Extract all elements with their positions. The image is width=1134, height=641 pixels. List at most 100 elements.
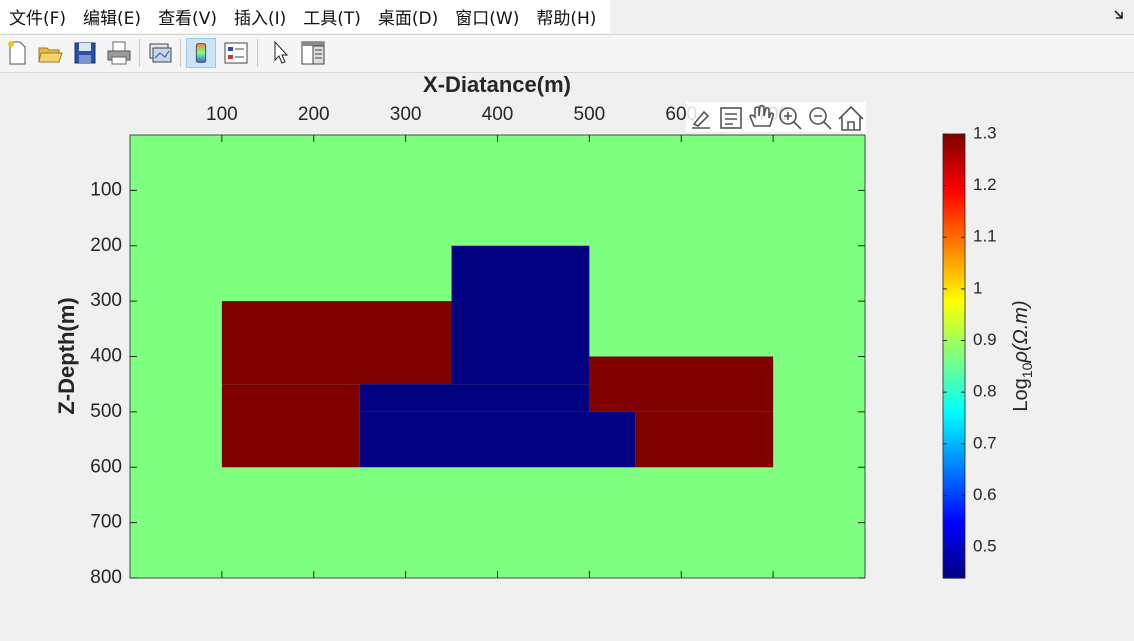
colorbar-swatch [943,303,965,309]
y-tick-label: 800 [90,567,122,588]
print-button[interactable] [104,38,134,68]
edit-plot-button[interactable] [265,38,295,68]
colorbar-swatch [943,179,965,184]
zoom-out-button[interactable] [809,107,832,130]
export-button[interactable] [692,110,710,129]
colorbar-swatch [943,442,965,447]
link-plot-button[interactable] [145,38,175,68]
colorbar-swatch [943,286,965,291]
x-tick-label: 500 [574,104,606,125]
colorbar-swatch [943,283,965,288]
colorbar-swatch [943,272,965,277]
colorbar-swatch [943,182,965,187]
colorbar-swatch [943,186,965,191]
colorbar-swatch [943,293,965,298]
colorbar-swatch [943,401,965,406]
colorbar-swatch [943,418,965,423]
colorbar-swatch [943,144,965,149]
axes-toolbar-bg [686,102,866,132]
open-button[interactable] [35,38,65,68]
colorbar-label: Log10ρ(Ω.m) [1010,300,1034,411]
colorbar-swatch [943,290,965,295]
colorbar-swatch [943,317,965,322]
colorbar-swatch [943,206,965,211]
colorbar-swatch [943,300,965,305]
colorbar-swatch [943,505,965,510]
colorbar-swatch [943,203,965,208]
axes-toolbar [686,102,866,132]
colorbar-swatch [943,480,965,485]
colorbar-swatch [943,362,965,368]
y-tick-label: 100 [90,179,122,200]
colorbar-swatch [943,411,965,416]
dock-arrow[interactable] [1112,8,1126,22]
colorbar-swatch [943,449,965,454]
colorbar-swatch [943,307,965,312]
separator [180,39,181,67]
menu-item[interactable]: 工具(T) [303,9,361,29]
pan-button[interactable] [749,104,775,127]
colorbar-swatch [943,515,965,520]
colorbar-swatch [943,217,965,222]
menu-item[interactable]: 窗口(W) [455,9,520,29]
zoom-in-button[interactable] [779,107,802,130]
colorbar-tick-label: 0.9 [973,330,997,349]
colorbar-swatch [943,380,965,385]
colorbar-swatch [943,321,965,326]
colorbar-swatch [943,494,965,499]
colorbar-swatch [943,539,965,544]
colorbar-swatch [943,383,965,388]
y-tick-label: 400 [90,346,122,367]
home-button[interactable] [838,105,864,131]
colorbar-swatch [943,421,965,426]
legend-button[interactable] [221,38,251,68]
resistivity-block [359,384,590,412]
colorbar-tick-label: 0.7 [973,433,997,452]
colorbar-swatch [943,210,965,215]
colorbar-swatch [943,168,965,173]
colorbar-swatch [943,428,965,433]
colorbar-swatch [943,564,965,569]
colorbar-swatch [943,484,965,489]
colorbar-swatch [943,342,965,347]
colorbar-swatch [943,550,965,555]
colorbar-swatch [943,165,965,170]
y-tick-label: 600 [90,456,122,477]
separator [139,39,140,67]
colorbar-swatch [943,512,965,517]
y-tick-label: 300 [90,290,122,311]
menu-item[interactable]: 查看(V) [158,9,217,29]
colorbar-button[interactable] [186,38,216,68]
colorbar-swatch [943,460,965,465]
colorbar-swatch [943,151,965,156]
menu-item[interactable]: 帮助(H) [536,9,597,29]
colorbar-swatch [943,220,965,225]
colorbar-swatch [943,189,965,194]
colorbar-swatch [943,241,965,246]
colorbar-swatch [943,269,965,274]
colorbar-swatch [943,532,965,537]
colorbar-swatch [943,560,965,565]
menu-item[interactable]: 编辑(E) [83,9,142,29]
colorbar-swatch [943,491,965,496]
menu-item[interactable]: 文件(F) [9,9,67,29]
colorbar-swatch [943,487,965,492]
colorbar-swatch [943,414,965,420]
colorbar-swatch [943,297,965,302]
colorbar-swatch [943,147,965,152]
datatip-button[interactable] [720,107,742,129]
menu-item[interactable]: 插入(I) [233,9,287,29]
new-button[interactable] [2,38,32,68]
property-inspector-button[interactable] [298,38,328,68]
colorbar-swatch [943,279,965,284]
colorbar-swatch [943,404,965,409]
colorbar-swatch [943,373,965,378]
save-button[interactable] [70,38,100,68]
colorbar-label-base: Log [1010,378,1032,411]
colorbar-box [942,133,966,579]
colorbar-swatch [943,255,965,260]
colorbar-swatch [943,238,965,243]
colorbar-swatch [943,137,965,142]
colorbar-swatch [943,328,965,333]
menu-item[interactable]: 桌面(D) [377,9,439,29]
